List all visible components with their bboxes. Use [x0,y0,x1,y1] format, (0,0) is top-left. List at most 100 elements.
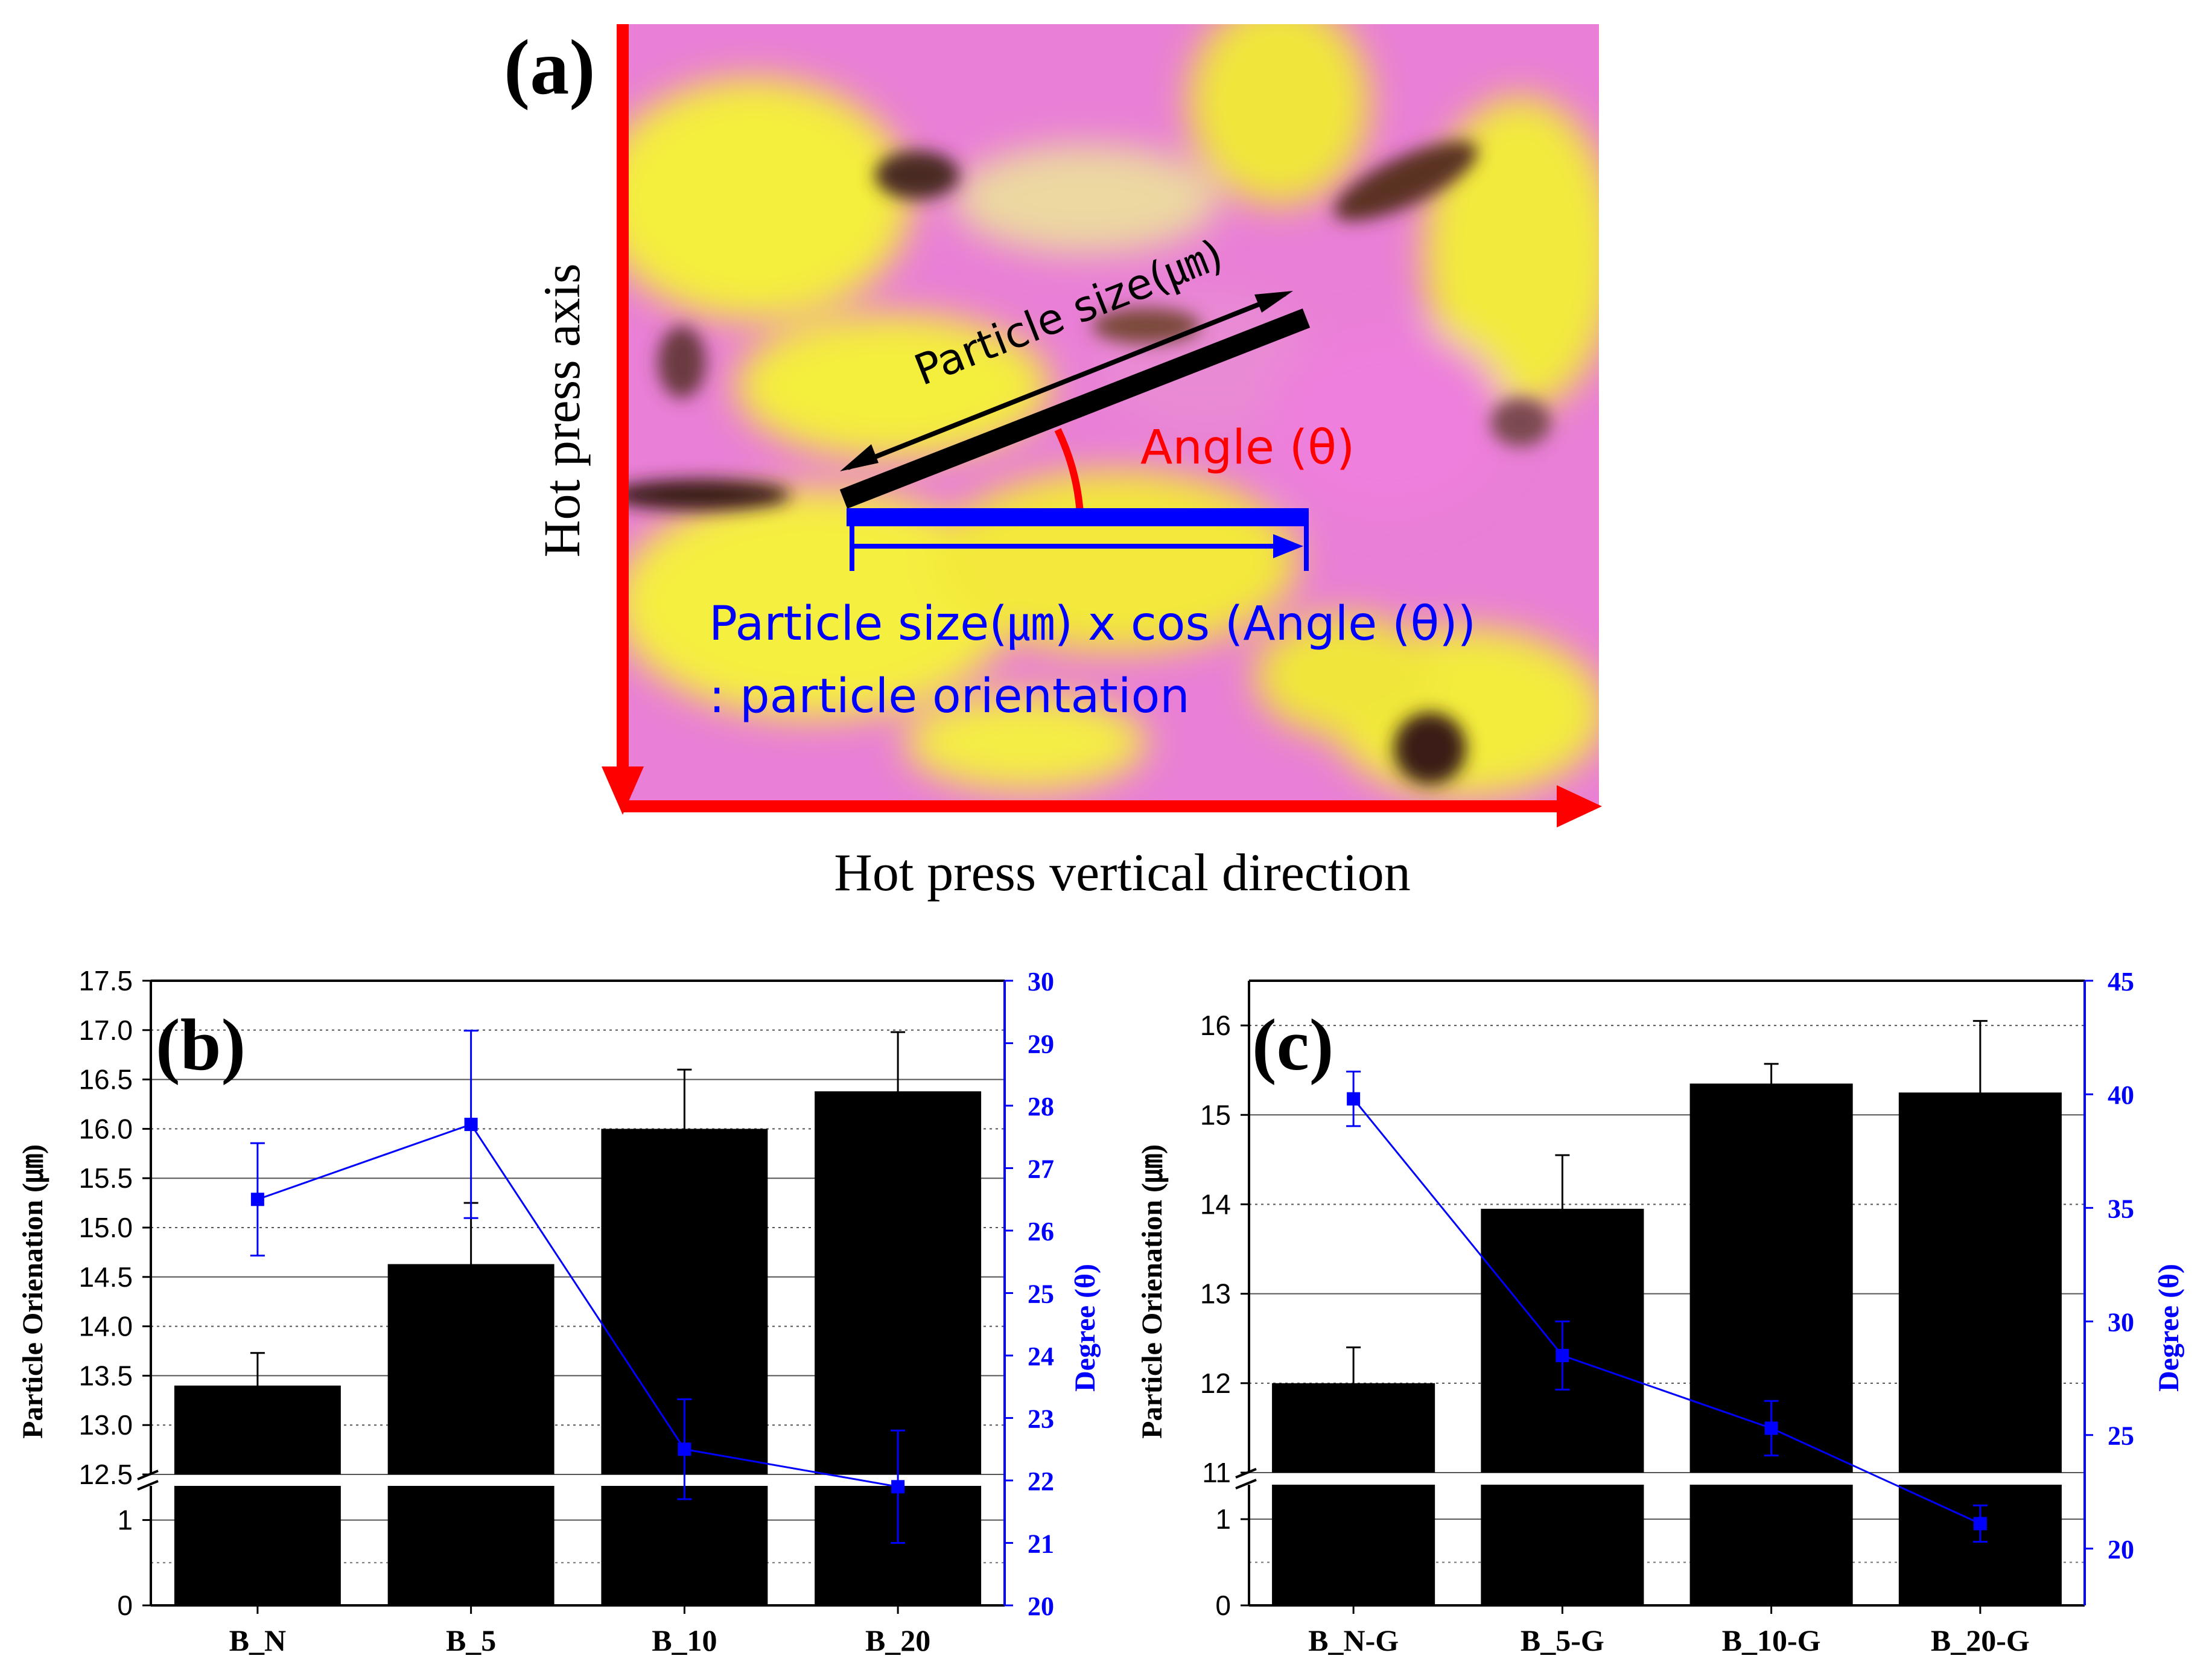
axis-break-mark [1235,1479,1257,1490]
right-tick-label: 20 [1028,1592,1054,1621]
chart-c-axes [1234,980,2086,1607]
left-tick-label: 13.5 [78,1360,133,1391]
degree-point-B_20-G [1973,1517,1987,1531]
right-tick-label: 29 [1028,1030,1054,1059]
angle-label: Angle (θ) [1140,421,1355,475]
right-tick-label: 40 [2108,1080,2134,1110]
degree-point-B_10-G [1764,1421,1778,1435]
hot-press-axis-label: Hot press axis [533,263,591,557]
particle-bar [839,308,1311,509]
right-tick-label: 25 [2108,1421,2134,1451]
formula-line-2: : particle orientation [709,669,1190,724]
right-tick-label: 20 [2108,1535,2134,1564]
chart-b-y2label: Degree (θ) [1069,1264,1101,1392]
left-tick-label: 1 [1215,1503,1231,1535]
right-tick-label: 26 [1028,1217,1054,1246]
category-label-B_5-G: B_5-G [1521,1623,1604,1657]
right-tick-label: 22 [1028,1467,1054,1496]
bar-lower-B_5-G [1481,1485,1644,1605]
chart-b-panel-label: (b) [156,1004,246,1086]
right-tick-label: 27 [1028,1155,1054,1184]
left-tick-label: 12 [1200,1368,1231,1399]
left-tick-label: 16.5 [78,1064,133,1095]
left-tick-label: 15.5 [78,1162,133,1194]
right-tick-label: 45 [2108,967,2134,996]
chart-b-bars [174,1091,982,1605]
right-tick-label: 35 [2108,1194,2134,1223]
bar-lower-B_N-G [1272,1485,1435,1605]
bar-lower-B_20-G [1898,1485,2062,1605]
panel-a-label: (a) [504,24,596,111]
bar-B_20 [815,1091,982,1474]
bar-lower-B_10-G [1689,1485,1853,1605]
bar-lower-B_N [174,1486,341,1605]
left-tick-label: 17.0 [78,1015,133,1046]
left-tick-label: 15 [1200,1099,1231,1130]
chart-c-bar-errors [1346,1020,1988,1420]
degree-point-B_20 [891,1480,905,1494]
left-tick-label: 13.0 [78,1409,133,1441]
category-label-B_N: B_N [229,1623,286,1657]
formula-line-1: Particle size(㎛) x cos (Angle (θ)) [709,597,1476,651]
left-tick-label: 12.5 [78,1459,133,1490]
degree-point-B_N [250,1193,264,1206]
left-tick-label: 16.0 [78,1113,133,1144]
degree-point-B_10 [678,1442,691,1456]
left-tick-label: 14.5 [78,1261,133,1293]
left-tick-label: 14 [1200,1188,1231,1220]
right-tick-label: 30 [1028,967,1054,996]
axis-break-gap [1234,1474,2085,1483]
chart-b-right-ticks: 20 21 22 23 24 25 26 27 28 29 30 [1005,967,1054,1621]
bar-lower-B_10 [601,1486,768,1605]
category-label-B_20-G: B_20-G [1931,1623,2030,1657]
degree-line [1352,1098,1981,1525]
left-tick-label: 11 [1202,1457,1231,1488]
particle-size-arrowhead-right [1254,291,1293,313]
category-label-B_10-G: B_10-G [1722,1623,1821,1657]
right-tick-label: 21 [1028,1529,1054,1559]
chart-c-panel-label: (c) [1252,1004,1333,1086]
chart-c-left-ticks: 11 12 13 14 15 16 0 1 [1200,1010,1249,1621]
angle-arc [1054,428,1084,514]
degree-point-B_5-G [1556,1349,1569,1362]
left-tick-label: 14.0 [78,1311,133,1342]
chart-c-y2label: Degree (θ) [2153,1264,2185,1392]
category-label-B_5: B_5 [446,1623,496,1657]
right-tick-label: 25 [1028,1279,1054,1309]
left-tick-label: 0 [1215,1590,1231,1621]
right-tick-label: 23 [1028,1404,1054,1434]
chart-b-left-ticks: 12.5 13.0 13.5 14.0 14.5 15.0 15.5 16.0 16.5 17.0… [78,965,151,1621]
left-tick-label: 17.5 [78,965,133,996]
left-tick-label: 0 [117,1590,133,1621]
chart-c-bars [1272,1083,2062,1605]
chart-b-degree-series [250,1030,906,1544]
micrograph-image [628,24,1599,808]
category-label-B_10: B_10 [652,1623,717,1657]
axis-break-gap [136,1476,1005,1485]
hot-press-axis-arrow [617,24,629,794]
left-tick-label: 13 [1200,1278,1231,1310]
chart-b: 12.5 13.0 13.5 14.0 14.5 15.0 15.5 16.0 16.5 17.0… [17,965,1101,1657]
degree-line [257,1123,898,1488]
hot-press-vertical-label: Hot press vertical direction [834,844,1410,902]
projection-bar [847,508,1308,526]
right-tick-label: 28 [1028,1092,1054,1121]
vertical-direction-arrow [621,800,1563,812]
particle-size-arrowhead-left [840,444,879,471]
category-label-B_20: B_20 [865,1623,930,1657]
chart-c-degree-series [1346,1071,1988,1543]
chart-b-ylabel: Particle Orienation (㎛) [17,1144,49,1439]
chart-c-category-labels: B_N-G B_5-G B_10-G B_20-G [1308,1605,2030,1657]
vertical-direction-arrowhead [1557,785,1602,827]
projection-arrowhead [1273,534,1303,558]
left-tick-label: 1 [117,1505,133,1536]
right-tick-label: 24 [1028,1342,1054,1371]
degree-point-B_5 [464,1118,478,1132]
left-tick-label: 16 [1200,1010,1231,1041]
degree-point-B_N-G [1347,1092,1361,1106]
panel-a: (a) Hot press axis Hot press vertical di… [504,24,1602,902]
left-tick-label: 15.0 [78,1212,133,1243]
hot-press-axis-arrowhead [602,766,644,815]
